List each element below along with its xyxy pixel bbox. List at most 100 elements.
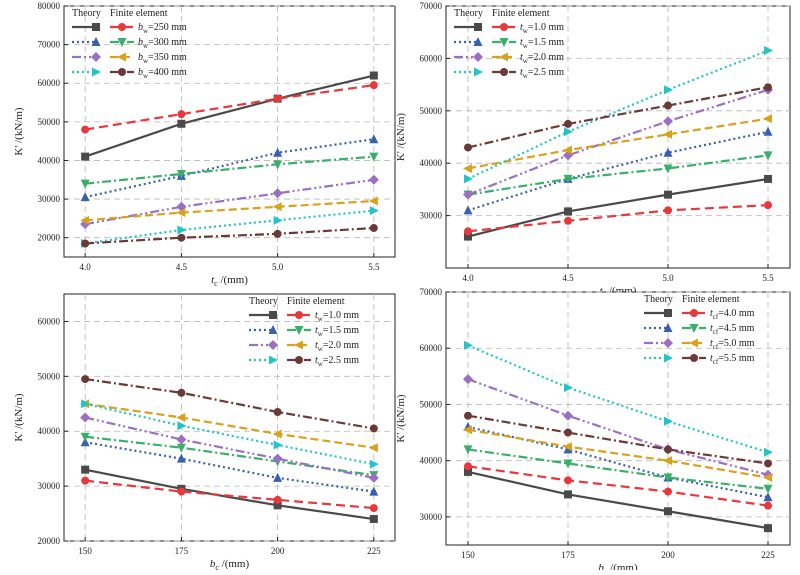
fe-point [664,445,672,454]
y-tick-label: 50000 [38,371,61,381]
fe-line [85,377,375,430]
fe-point [81,476,90,485]
theory-point [273,501,282,510]
theory-point [81,152,90,161]
y-axis-label: K' /(kN/m) [395,113,407,161]
fe-point [369,152,379,162]
legend-theory-marker [91,37,101,46]
fe-point [177,110,186,119]
plot-frame [63,293,396,542]
legend-fe-marker [499,38,509,47]
series-1 [81,71,378,161]
series-4 [81,375,379,469]
fe-point [464,411,472,420]
legend-entry-label: tw=1.5 mm [315,325,359,338]
fe-point [464,143,472,152]
fe-point [176,413,186,422]
legend-header-fe: Finite element [287,296,345,307]
series-1 [464,174,772,241]
legend-entry-label: tcf=4.5 mm [710,323,755,336]
fe-line [467,86,769,149]
theory-line [467,177,769,238]
legend-theory-marker [92,23,100,31]
chart-panel-4: 30000 40000 50000 60000 70000 150 175 200 225 bc … [395,287,791,575]
fe-point [368,443,378,453]
x-axis-label: bc /(mm) [210,558,250,570]
theory-point [564,383,573,393]
legend-entry-label: tw=1.5 mm [520,37,564,50]
theory-point [80,412,91,423]
y-tick-label: 40000 [38,426,61,436]
x-tick-label: 175 [561,550,575,560]
theory-point [81,465,90,474]
fe-point [272,202,282,212]
fe-point [464,227,472,236]
fe-line [467,465,769,507]
x-tick-label: 5.0 [662,273,674,283]
fe-point [563,174,573,184]
y-tick-label: 60000 [420,343,443,353]
fe-line [467,117,769,170]
theory-line [467,88,769,196]
fe-point [273,229,282,238]
theory-point [764,46,773,56]
theory-point [80,192,90,202]
fe-point [81,125,90,134]
legend-theory-marker [663,323,673,332]
theory-point [564,207,572,216]
legend-fe-marker [118,23,126,31]
fe-point [664,487,672,496]
fe-point [273,495,282,504]
y-tick-label: 40000 [38,155,61,165]
y-axis-label: K' /(kN/m) [395,394,407,442]
y-tick-label: 60000 [420,53,443,63]
x-tick-label: 5.5 [368,262,380,272]
fe-point [80,432,90,442]
theory-point [369,71,378,80]
chart-panel-3: 20000 30000 40000 50000 60000 150 175 200 225 bc … [13,293,396,572]
theory-point [763,126,773,136]
series-3 [80,399,379,483]
theory-line [84,468,374,521]
fe-point [764,459,772,468]
theory-point [564,127,573,137]
series-1 [81,465,378,524]
legend-theory-marker [269,311,277,319]
legend-theory-marker [664,353,673,363]
theory-point [764,447,773,457]
theory-line [85,209,374,245]
fe-line [84,84,374,131]
x-tick-label: 4.5 [176,262,188,272]
series-1 [464,462,772,533]
fe-point [81,239,90,248]
theory-point [464,467,472,476]
theory-point [273,472,283,482]
legend-entry-label: bw=400 mm [138,67,187,80]
theory-point [177,119,186,128]
fe-point [663,164,673,174]
y-axis-label: K' /(kN/m) [13,393,25,441]
theory-line [84,402,375,466]
y-tick-label: 70000 [420,1,443,11]
fe-point [272,429,282,439]
y-axis-label: K' /(kN/m) [13,107,25,155]
fe-point [273,94,282,103]
theory-line [467,378,769,476]
theory-point [177,225,187,235]
legend-theory-marker [664,309,672,317]
fe-point [368,196,378,206]
x-tick-label: 150 [461,550,475,560]
fe-point [369,224,378,233]
fe-point [763,114,772,124]
legend-fe-marker [500,68,508,76]
x-tick-label: 5.5 [762,273,774,283]
fe-point [177,487,186,496]
theory-point [368,174,379,185]
fe-point [463,445,473,455]
fe-point [564,216,572,225]
legend-fe-marker [500,23,508,31]
fe-line [85,402,374,449]
legend-fe-marker [294,326,304,335]
fe-point [663,129,672,139]
fe-line [467,428,769,479]
